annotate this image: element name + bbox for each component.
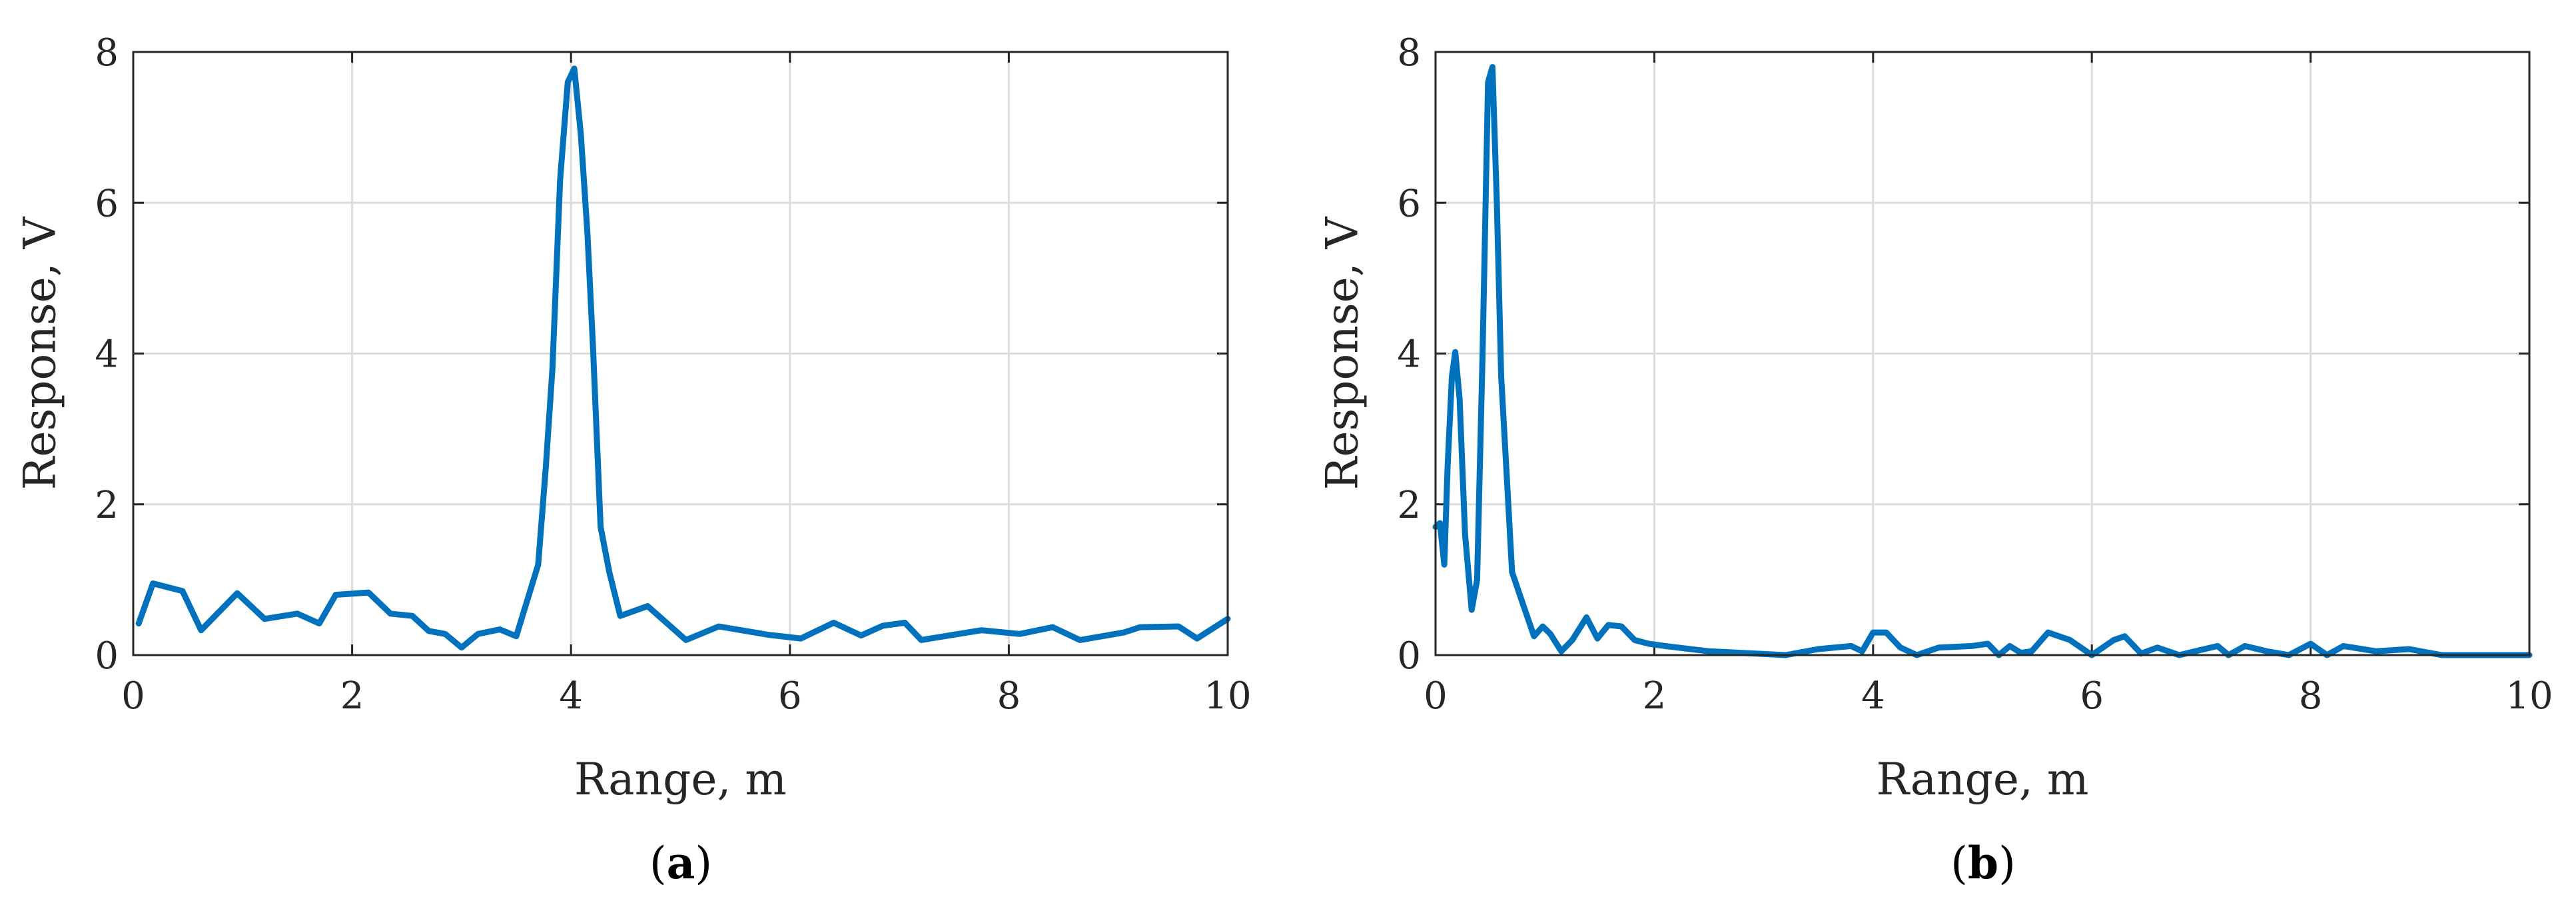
y-tick-label: 6 [95, 182, 119, 225]
panel-caption: (b) [1950, 837, 2016, 889]
y-tick-label: 2 [1397, 484, 1421, 527]
y-tick-label: 4 [1397, 333, 1421, 377]
y-tick-label: 6 [1397, 182, 1421, 225]
x-tick-label: 6 [778, 674, 802, 718]
grid-lines [1436, 52, 2529, 655]
y-tick-label: 8 [1397, 31, 1421, 75]
y-tick-label: 8 [95, 31, 119, 75]
y-tick-label: 0 [95, 634, 119, 678]
chart-panel-b: 0 2 4 6 8 10 0 2 4 6 8 Range, m Response, V (b) [1317, 31, 2553, 889]
x-tick-label: 10 [2505, 674, 2553, 718]
axes-frame [132, 51, 1229, 656]
x-tick-label: 0 [1424, 674, 1448, 718]
axes-frame [1434, 51, 2531, 656]
series-line-0 [1432, 64, 2533, 658]
x-tick-label: 8 [2299, 674, 2323, 718]
chart-panel-a: 0 2 4 6 8 10 0 2 4 6 8 Range, m Response, V (a) [15, 31, 1252, 889]
x-axis-label: Range, m [574, 754, 787, 805]
x-tick-label: 4 [1861, 674, 1885, 718]
x-tick-label: 6 [2080, 674, 2104, 718]
x-tick-label: 2 [1643, 674, 1667, 718]
y-tick-label: 0 [1397, 634, 1421, 678]
y-tick-label: 4 [95, 333, 119, 377]
x-axis-label: Range, m [1877, 754, 2089, 805]
y-tick-label: 2 [95, 484, 119, 527]
x-tick-label: 0 [121, 674, 145, 718]
x-tick-label: 10 [1204, 674, 1251, 718]
grid-lines [133, 52, 1228, 655]
x-tick-label: 4 [559, 674, 583, 718]
series-line-0 [135, 65, 1231, 651]
y-axis-label: Response, V [1317, 216, 1368, 490]
panel-caption: (a) [649, 837, 712, 889]
x-tick-label: 8 [997, 674, 1021, 718]
x-tick-label: 2 [340, 674, 364, 718]
y-axis-label: Response, V [15, 216, 66, 490]
